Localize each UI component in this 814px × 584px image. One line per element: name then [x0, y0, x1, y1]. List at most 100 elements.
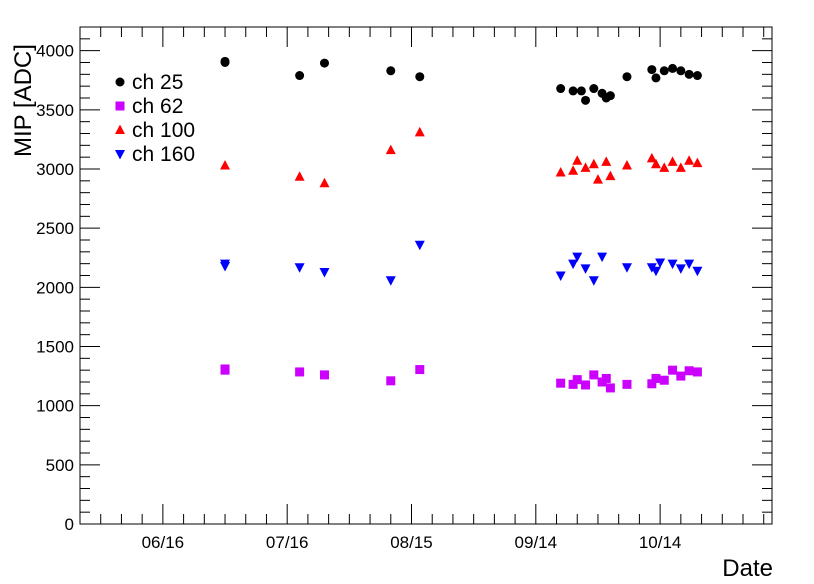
- data-point: [676, 371, 686, 381]
- y-tick-label: 2500: [36, 219, 74, 238]
- data-point: [568, 165, 579, 175]
- data-point: [220, 56, 230, 66]
- data-point: [650, 266, 661, 277]
- data-point: [319, 177, 330, 188]
- y-tick-label: 500: [46, 456, 74, 475]
- data-point: [555, 167, 566, 177]
- data-point: [319, 370, 329, 380]
- data-point: [692, 266, 703, 277]
- y-tick-label: 0: [65, 515, 74, 534]
- x-axis-tick-labels: 06/16 07/16 08/15 09/14 10/14: [142, 533, 682, 552]
- data-point: [386, 66, 396, 76]
- data-point: [675, 264, 686, 274]
- data-point: [295, 367, 305, 377]
- legend-marker: [115, 77, 125, 87]
- data-point: [294, 171, 305, 181]
- y-tick-label: 2000: [36, 278, 74, 297]
- data-point: [568, 259, 579, 270]
- data-point: [692, 367, 702, 377]
- y-tick-label: 4000: [36, 42, 74, 61]
- data-point: [589, 84, 599, 94]
- data-point: [294, 263, 305, 273]
- data-point: [668, 63, 678, 73]
- data-point: [647, 379, 657, 389]
- x-axis-title: Date: [722, 555, 773, 582]
- data-point: [601, 156, 612, 166]
- data-point: [581, 380, 591, 390]
- data-point: [692, 71, 702, 81]
- data-point: [622, 72, 632, 82]
- data-point: [621, 159, 632, 170]
- y-axis-tick-labels: 0 500 1000 1500 2000 2500 3000 3500 4000: [36, 42, 74, 534]
- data-point: [386, 376, 396, 386]
- data-point: [651, 73, 661, 83]
- data-point: [605, 383, 615, 393]
- data-point: [588, 276, 599, 286]
- x-tick-label: 09/14: [515, 533, 558, 552]
- data-point: [581, 95, 591, 105]
- y-tick-label: 3500: [36, 101, 74, 120]
- x-tick-label: 10/14: [639, 533, 682, 552]
- x-tick-label: 07/16: [266, 533, 309, 552]
- data-point: [659, 66, 669, 76]
- data-point: [580, 162, 591, 172]
- data-point: [692, 157, 703, 168]
- data-point: [646, 152, 657, 163]
- data-point: [220, 159, 231, 170]
- data-point: [319, 58, 329, 68]
- data-point: [555, 271, 566, 281]
- data-point: [684, 69, 694, 79]
- data-point: [385, 144, 396, 155]
- data-point: [597, 252, 608, 263]
- legend-marker: [115, 124, 125, 134]
- data-point: [667, 259, 678, 270]
- data-point: [605, 91, 615, 101]
- data-point: [651, 373, 661, 383]
- data-point: [601, 373, 611, 383]
- data-point: [592, 174, 603, 184]
- data-point: [684, 259, 695, 270]
- x-tick-label: 06/16: [142, 533, 185, 552]
- data-point: [668, 365, 678, 375]
- series-0: [220, 56, 702, 105]
- data-point: [220, 262, 231, 272]
- data-point: [659, 375, 669, 385]
- legend-label: ch 100: [132, 119, 195, 142]
- legend-label: ch 62: [132, 95, 183, 118]
- series-3: [220, 240, 703, 286]
- data-point: [684, 366, 694, 376]
- x-tick-label: 08/15: [390, 533, 433, 552]
- data-point: [576, 86, 586, 96]
- legend-marker: [115, 101, 125, 111]
- legend-label: ch 25: [132, 71, 183, 94]
- data-point: [655, 258, 666, 268]
- plot-frame: [79, 26, 773, 525]
- data-point: [568, 379, 578, 389]
- series-2: [220, 126, 703, 188]
- y-axis-ticks: [80, 26, 772, 525]
- series-1: [220, 364, 702, 393]
- data-point: [415, 72, 425, 82]
- data-points: [220, 56, 703, 393]
- data-point: [572, 375, 582, 385]
- data-point: [621, 263, 632, 273]
- data-point: [556, 378, 566, 388]
- data-point: [676, 66, 686, 76]
- data-point: [572, 252, 583, 263]
- y-tick-label: 1500: [36, 338, 74, 357]
- y-axis-title: MIP [ADC]: [10, 44, 37, 157]
- data-point: [572, 155, 583, 165]
- data-point: [556, 84, 566, 94]
- data-point: [589, 370, 599, 380]
- data-point: [415, 365, 425, 375]
- data-point: [605, 170, 616, 181]
- data-point: [568, 86, 578, 96]
- data-point: [622, 379, 632, 389]
- data-point: [659, 162, 670, 172]
- data-point: [588, 158, 599, 169]
- data-point: [414, 240, 425, 251]
- y-tick-label: 3000: [36, 160, 74, 179]
- data-point: [319, 267, 330, 278]
